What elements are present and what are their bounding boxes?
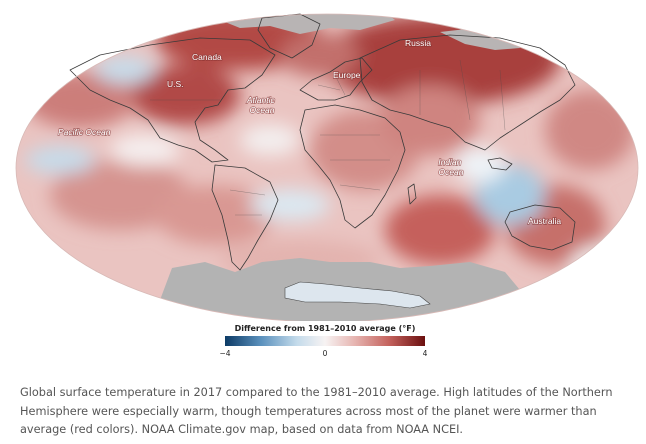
label-atlantic-line-1: Atlantic	[246, 95, 276, 105]
legend-color-bar	[225, 336, 425, 346]
figure-caption: Global surface temperature in 2017 compa…	[20, 386, 613, 436]
region-labels: Russia Canada U.S. Europe Atlantic Ocean…	[57, 37, 562, 226]
coastlines	[69, 13, 576, 271]
legend-title-bg	[225, 321, 425, 334]
legend: Difference from 1981–2010 average (°F) −…	[219, 321, 428, 358]
label-canada: Canada	[192, 52, 222, 62]
temperature-anomaly-map: Russia Canada U.S. Europe Atlantic Ocean…	[15, 13, 639, 358]
legend-title: Difference from 1981–2010 average (°F)	[235, 324, 416, 333]
legend-tick-zero: 0	[323, 349, 328, 358]
label-indian-line-2: Ocean	[438, 167, 463, 177]
legend-tick-min: −4	[219, 349, 230, 358]
country-borders	[150, 59, 506, 216]
label-atlantic-line-2: Ocean	[249, 105, 274, 115]
label-indian-line-1: Indian	[438, 157, 461, 167]
arctic-no-data-2	[440, 28, 520, 50]
globe	[15, 13, 639, 323]
label-indian-ocean: Indian Ocean	[438, 157, 464, 177]
label-us: U.S.	[167, 79, 184, 89]
anomaly-field	[25, 14, 635, 322]
antarctica-coast	[284, 281, 431, 309]
legend-tick-max: 4	[423, 349, 428, 358]
label-russia: Russia	[405, 38, 431, 48]
map-svg: Russia Canada U.S. Europe Atlantic Ocean…	[15, 13, 639, 358]
label-europe: Europe	[333, 70, 361, 80]
label-pacific-ocean: Pacific Ocean	[58, 127, 111, 137]
label-australia: Australia	[528, 216, 561, 226]
arctic-no-data	[205, 14, 395, 34]
label-atlantic-ocean: Atlantic Ocean	[246, 95, 277, 115]
